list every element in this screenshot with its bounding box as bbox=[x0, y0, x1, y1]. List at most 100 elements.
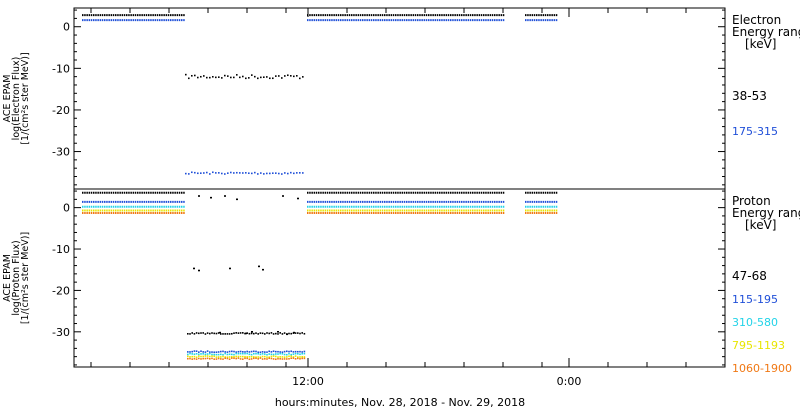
legend-title: [keV] bbox=[745, 37, 776, 51]
panel-frame bbox=[73, 188, 726, 368]
series-point bbox=[202, 355, 204, 358]
series-point bbox=[194, 171, 196, 174]
series-point bbox=[294, 352, 297, 355]
series-point bbox=[197, 76, 199, 79]
series-point bbox=[222, 355, 224, 358]
series-point bbox=[281, 77, 283, 79]
series-point bbox=[189, 352, 191, 355]
series-point bbox=[275, 172, 277, 174]
series-point bbox=[244, 355, 246, 358]
series-point bbox=[255, 356, 257, 358]
series-point bbox=[255, 332, 257, 334]
series-point bbox=[209, 351, 211, 353]
series-point bbox=[233, 172, 235, 174]
series-point bbox=[301, 332, 303, 334]
series-point bbox=[259, 353, 262, 356]
series-47-68 bbox=[82, 191, 558, 335]
series-point bbox=[187, 355, 189, 358]
series-point bbox=[239, 352, 242, 355]
legend-title: Energy ranges bbox=[732, 25, 800, 39]
series-point bbox=[187, 357, 189, 360]
series-point bbox=[270, 332, 273, 334]
series-point bbox=[215, 172, 217, 174]
series-point bbox=[228, 353, 231, 356]
series-point bbox=[303, 356, 306, 358]
series-point bbox=[206, 353, 209, 355]
scatter-point bbox=[210, 196, 212, 199]
series-point bbox=[211, 332, 213, 334]
series-point bbox=[292, 357, 295, 359]
x-tick-label: 0:00 bbox=[557, 375, 582, 388]
legend-title: Electron bbox=[732, 13, 781, 27]
series-point bbox=[213, 358, 215, 360]
series-point bbox=[215, 353, 218, 356]
series-point bbox=[187, 332, 189, 335]
series-point bbox=[224, 74, 226, 77]
series-point bbox=[250, 353, 253, 356]
series-point bbox=[253, 350, 255, 353]
scatter-point bbox=[245, 332, 247, 335]
series-point bbox=[185, 172, 187, 175]
series-point bbox=[286, 358, 288, 360]
x-tick-label: 12:00 bbox=[292, 375, 324, 388]
series-point bbox=[188, 173, 190, 175]
scatter-point bbox=[262, 268, 264, 271]
legend-entry: 115-195 bbox=[732, 293, 778, 306]
series-point bbox=[224, 357, 226, 360]
series-795-1193 bbox=[82, 209, 558, 359]
series-point bbox=[287, 74, 289, 77]
series-point bbox=[206, 76, 208, 79]
series-point bbox=[231, 332, 233, 335]
series-point bbox=[244, 352, 246, 355]
series-point bbox=[228, 350, 231, 353]
series-point bbox=[279, 332, 281, 334]
series-point bbox=[290, 75, 292, 77]
y-tick-label: 0 bbox=[63, 21, 70, 34]
series-point bbox=[281, 351, 284, 353]
series-point bbox=[204, 353, 207, 356]
series-point bbox=[198, 353, 200, 356]
series-point bbox=[198, 351, 200, 353]
series-point bbox=[290, 350, 292, 353]
series-point bbox=[233, 355, 235, 358]
x-axis-label: hours:minutes, Nov. 28, 2018 - Nov. 29, … bbox=[275, 396, 525, 409]
series-point bbox=[220, 333, 222, 335]
series-point bbox=[213, 355, 215, 358]
series-point bbox=[224, 333, 226, 335]
series-point bbox=[297, 350, 299, 353]
series-point bbox=[204, 357, 207, 360]
series-point bbox=[218, 172, 220, 174]
series-point bbox=[284, 172, 286, 174]
series-point bbox=[220, 353, 222, 356]
series-point bbox=[200, 355, 202, 358]
y-tick-label: -10 bbox=[52, 243, 70, 256]
scatter-point bbox=[236, 198, 238, 201]
series-point bbox=[217, 353, 220, 356]
series-point bbox=[264, 355, 266, 358]
series-point bbox=[218, 76, 220, 78]
legend-entry: 47-68 bbox=[732, 269, 767, 283]
series-point bbox=[275, 75, 277, 77]
series-point bbox=[286, 356, 288, 358]
series-point bbox=[213, 332, 215, 335]
series-point bbox=[266, 353, 268, 356]
series-point bbox=[279, 356, 281, 358]
series-point bbox=[277, 353, 279, 355]
series-point bbox=[222, 358, 224, 360]
scatter-point bbox=[277, 330, 279, 333]
series-point bbox=[189, 357, 191, 360]
series-point bbox=[217, 357, 220, 360]
series-point bbox=[209, 357, 211, 360]
series-point bbox=[275, 353, 277, 355]
series-point bbox=[237, 332, 240, 334]
series-point bbox=[299, 356, 301, 358]
series-point bbox=[246, 352, 248, 355]
series-point bbox=[226, 353, 229, 356]
series-38-53 bbox=[82, 14, 558, 80]
series-point bbox=[296, 75, 298, 77]
series-point bbox=[297, 357, 299, 360]
series-point bbox=[292, 351, 295, 353]
series-point bbox=[235, 352, 237, 355]
